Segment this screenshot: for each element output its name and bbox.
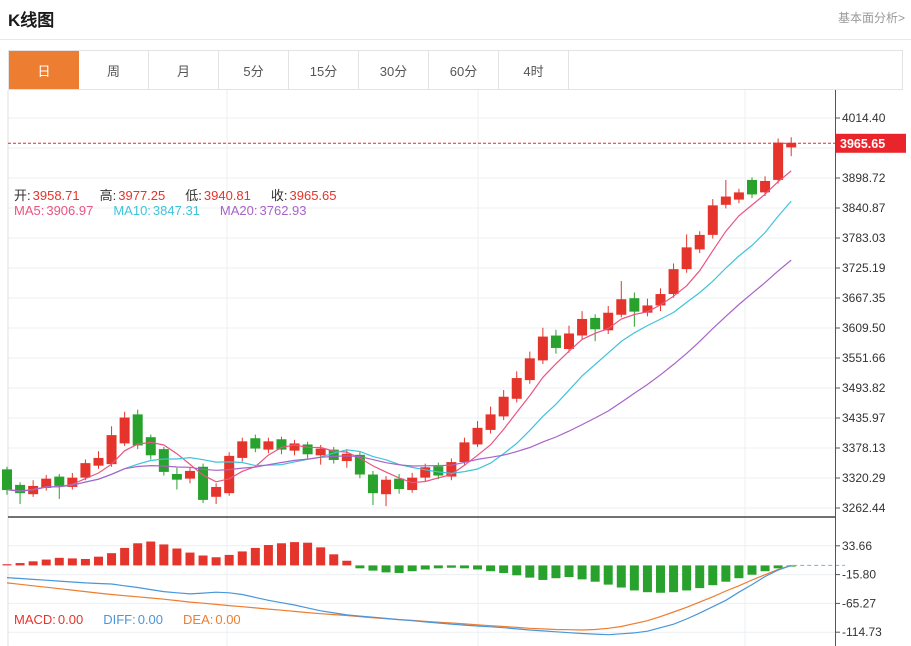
price-axis-label: 3551.66 (842, 351, 886, 365)
interval-tab-3[interactable]: 5分 (219, 51, 289, 89)
kline-chart-svg: 4014.40 3898.72 3840.87 3783.03 3725.19 3667.… (2, 90, 906, 646)
interval-tab-7[interactable]: 4时 (499, 51, 569, 89)
macd-axis-label: 33.66 (842, 539, 872, 553)
price-axis-label: 3725.19 (842, 261, 886, 275)
price-axis-label: 3435.97 (842, 411, 886, 425)
macd-axis-label: -65.27 (842, 596, 876, 610)
interval-tab-1[interactable]: 周 (79, 51, 149, 89)
price-axis-label: 3783.03 (842, 231, 886, 245)
interval-tab-6[interactable]: 60分 (429, 51, 499, 89)
price-axis-label: 3667.35 (842, 291, 886, 305)
interval-tabbar: 日周月 5分 15分 30分 60分 4时 (8, 50, 903, 90)
price-axis-label: 3378.13 (842, 441, 886, 455)
price-axis-label: 3898.72 (842, 171, 886, 185)
macd-axis-label: -114.73 (842, 625, 882, 639)
candles-layer (2, 137, 797, 507)
price-axis-label: 3262.44 (842, 501, 886, 515)
interval-tab-4[interactable]: 15分 (289, 51, 359, 89)
current-price-tag-label: 3965.65 (840, 137, 885, 151)
gridlines (7, 90, 835, 646)
interval-tab-5[interactable]: 30分 (359, 51, 429, 89)
price-axis-label: 3493.82 (842, 381, 886, 395)
macd-histogram (2, 541, 796, 593)
price-axis-label: 3320.29 (842, 471, 886, 485)
price-axis-label: 3840.87 (842, 201, 886, 215)
y-axis-labels: 4014.40 3898.72 3840.87 3783.03 3725.19 3667.… (835, 111, 886, 639)
fundamental-analysis-link[interactable]: 基本面分析> (837, 11, 905, 25)
price-axis-label: 4014.40 (842, 111, 886, 125)
interval-tab-0[interactable]: 日 (9, 51, 79, 89)
ma20-line (6, 259, 792, 492)
header-divider (0, 39, 911, 40)
page-title: K线图 (8, 11, 55, 30)
kline-chart-area[interactable]: 4014.40 3898.72 3840.87 3783.03 3725.19 3667.… (0, 90, 911, 646)
current-price-tag: 3965.65 (836, 133, 906, 153)
macd-axis-label: -15.80 (842, 568, 876, 582)
ma5-line (6, 170, 792, 492)
diff-line (6, 564, 792, 636)
price-axis-label: 3609.50 (842, 321, 886, 335)
interval-tab-2[interactable]: 月 (149, 51, 219, 89)
